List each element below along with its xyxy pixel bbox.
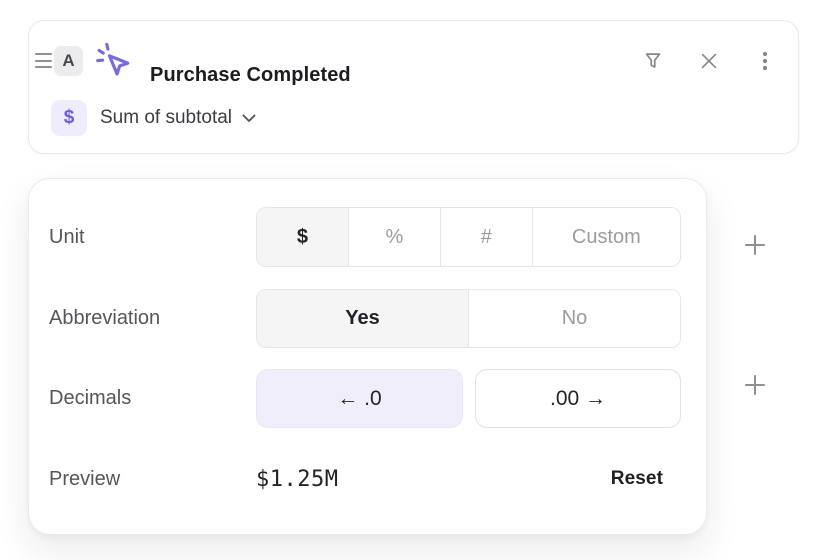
increase-decimals-button[interactable]: .00 → (475, 369, 681, 428)
abbreviation-row: Abbreviation Yes No (29, 289, 706, 348)
close-button[interactable] (696, 48, 722, 74)
filter-button[interactable] (640, 48, 666, 74)
kebab-menu-icon (762, 51, 768, 71)
plus-icon (745, 375, 765, 395)
reset-button[interactable]: Reset (611, 451, 663, 507)
decimals-row: Decimals ← .0 .00 → (29, 369, 706, 428)
unit-option-custom[interactable]: Custom (531, 208, 680, 266)
unit-option-dollar[interactable]: $ (257, 208, 348, 266)
unit-row: Unit $ % # Custom (29, 207, 706, 267)
unit-option-percent[interactable]: % (347, 208, 440, 266)
more-options-button[interactable] (752, 48, 778, 74)
metric-selector[interactable]: $ Sum of subtotal (51, 100, 256, 136)
chevron-down-icon (242, 114, 256, 123)
unit-label: Unit (49, 225, 85, 248)
event-variant-badge[interactable]: A (54, 46, 83, 76)
abbreviation-segmented-control: Yes No (256, 289, 681, 348)
dollar-metric-icon: $ (51, 100, 87, 136)
drag-handle-icon[interactable] (35, 53, 52, 68)
add-button-bottom[interactable] (739, 369, 771, 401)
number-format-panel: Unit $ % # Custom Abbreviation Yes No De… (28, 178, 707, 535)
abbreviation-option-no[interactable]: No (468, 290, 680, 347)
add-button-top[interactable] (739, 229, 771, 261)
decimals-label: Decimals (49, 387, 132, 409)
preview-label: Preview (49, 467, 121, 490)
x-icon (701, 53, 717, 69)
event-card: A Purchase Completed (28, 20, 799, 154)
abbreviation-option-yes[interactable]: Yes (257, 290, 468, 347)
funnel-icon (645, 53, 661, 68)
abbreviation-label: Abbreviation (49, 307, 161, 329)
preview-value: $1.25M (256, 466, 339, 492)
plus-icon (745, 235, 765, 255)
metric-label: Sum of subtotal (100, 107, 233, 128)
unit-segmented-control: $ % # Custom (256, 207, 681, 267)
event-title[interactable]: Purchase Completed (150, 64, 351, 87)
decrease-decimals-button[interactable]: ← .0 (256, 369, 463, 428)
unit-option-number[interactable]: # (439, 208, 532, 266)
cursor-click-icon (96, 42, 132, 78)
preview-row: Preview $1.25M Reset (29, 451, 706, 507)
